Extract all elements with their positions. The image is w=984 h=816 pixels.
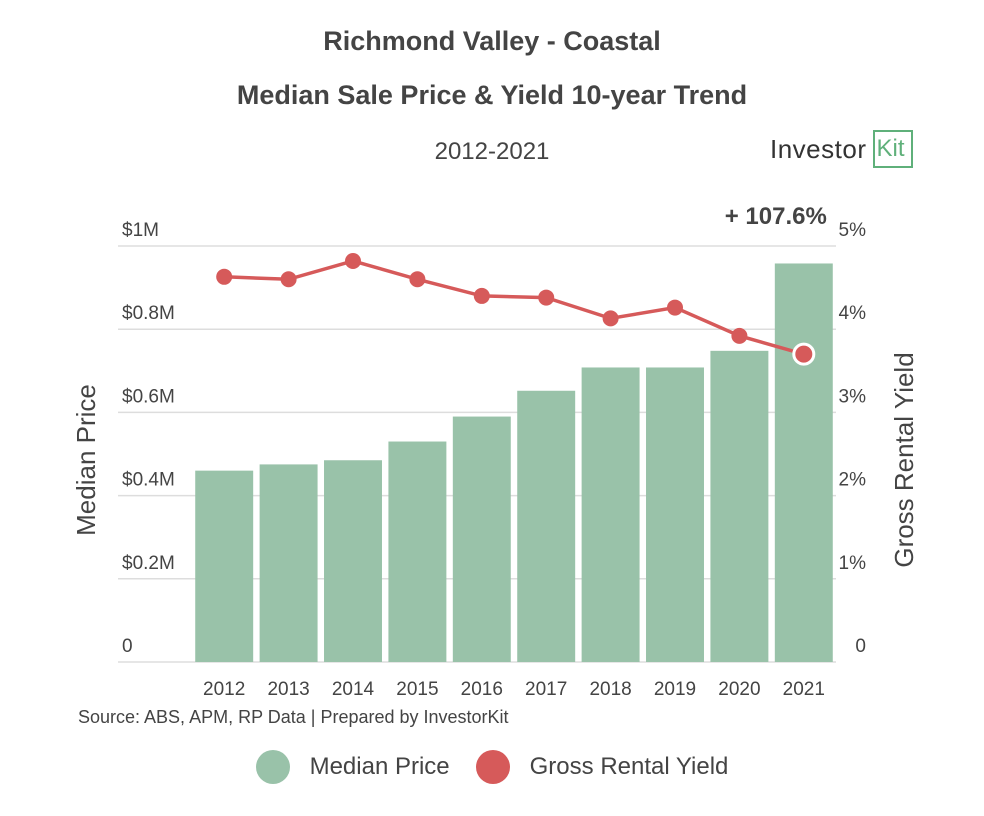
- bar: [324, 460, 382, 662]
- yield-point: [409, 271, 426, 288]
- bar: [710, 350, 769, 662]
- yield-point: [602, 310, 619, 327]
- x-tick-label: 2019: [654, 679, 696, 700]
- x-tick-label: 2020: [718, 679, 760, 700]
- left-tick-label: 0: [122, 636, 133, 657]
- chart-subtitle: 2012-2021: [434, 138, 550, 165]
- yield-point: [345, 252, 361, 269]
- left-tick-label: $0.6M: [122, 386, 175, 407]
- source-note: Source: ABS, APM, RP Data | Prepared by …: [78, 707, 509, 727]
- right-tick-label: 5%: [839, 220, 867, 241]
- chart-title-line2: Median Sale Price & Yield 10-year Trend: [236, 80, 748, 110]
- investorkit-logo: Investor Kit: [770, 127, 913, 171]
- bar: [259, 464, 318, 662]
- yield-line: [224, 259, 805, 356]
- x-tick-label: 2013: [267, 679, 309, 700]
- chart-title: Richmond Valley - Coastal: [323, 26, 661, 56]
- x-tick-label: 2014: [332, 679, 375, 700]
- bar: [195, 470, 254, 662]
- x-tick-label: 2021: [783, 679, 825, 700]
- right-tick-label: 3%: [839, 386, 867, 407]
- yield-point: [792, 342, 816, 366]
- legend-swatch-gross-rental-yield: [475, 750, 510, 784]
- x-tick-label: 2012: [203, 679, 245, 700]
- bar: [517, 390, 576, 662]
- left-tick-label: $0.8M: [122, 303, 175, 324]
- x-tick-label: 2015: [396, 679, 438, 700]
- logo-box-text: Kit: [876, 135, 905, 162]
- right-tick-label: 1%: [839, 553, 867, 574]
- yield-point: [538, 289, 555, 306]
- bar: [774, 263, 833, 662]
- right-tick-label: 4%: [839, 303, 867, 324]
- right-tick-label: 2%: [839, 470, 867, 491]
- y-axis-title-right: Gross Rental Yield: [889, 352, 919, 567]
- left-tick-label: $1M: [122, 220, 159, 241]
- legend: Median Price Gross Rental Yield: [0, 750, 984, 784]
- bar: [388, 441, 447, 662]
- x-tick-label: 2018: [589, 679, 631, 700]
- bar: [452, 416, 511, 662]
- yield-point: [473, 287, 490, 304]
- bar: [581, 367, 640, 662]
- bar: [646, 367, 704, 662]
- legend-swatch-median-price: [255, 750, 290, 784]
- left-tick-label: $0.4M: [122, 470, 175, 491]
- legend-item-median-price: Median Price: [255, 750, 450, 784]
- yield-point: [667, 299, 683, 316]
- y-axis-title-left: Median Price: [71, 384, 101, 536]
- legend-item-gross-rental-yield: Gross Rental Yield: [475, 750, 729, 784]
- x-tick-label: 2017: [525, 679, 567, 700]
- left-tick-label: $0.2M: [122, 553, 175, 574]
- legend-label-gross-rental-yield: Gross Rental Yield: [529, 753, 729, 780]
- right-tick-label: 0: [855, 636, 866, 657]
- logo-box: Kit: [872, 130, 913, 168]
- yield-point: [216, 268, 233, 285]
- growth-annotation: + 107.6%: [725, 203, 827, 230]
- legend-label-median-price: Median Price: [309, 753, 450, 780]
- x-tick-label: 2016: [461, 679, 503, 700]
- yield-point: [731, 327, 748, 344]
- yield-point: [280, 271, 297, 288]
- logo-text: Investor: [770, 133, 867, 164]
